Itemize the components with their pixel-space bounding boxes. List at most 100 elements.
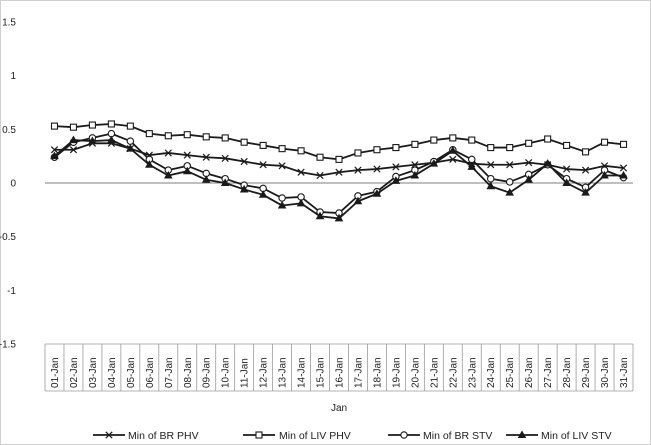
data-point	[353, 196, 363, 205]
y-tick-label: 0.5	[2, 125, 16, 136]
x-tick-label: 28-Jan	[562, 357, 573, 388]
data-point	[372, 189, 382, 197]
legend-item: Min of BR PHV	[93, 430, 199, 442]
legend-label: Min of LIV PHV	[279, 430, 351, 442]
x-axis-title: Jan	[331, 403, 347, 414]
data-point	[239, 184, 249, 193]
x-tick-label: 19-Jan	[391, 357, 402, 388]
data-point	[240, 138, 248, 146]
legend-item: Min of BR STV	[388, 430, 492, 442]
series-layer	[50, 120, 628, 222]
legend-marker	[400, 431, 408, 439]
data-point	[600, 138, 609, 146]
data-point	[410, 170, 420, 179]
data-point	[107, 120, 115, 128]
series-2	[50, 120, 628, 163]
data-point	[600, 170, 609, 179]
data-point	[88, 136, 97, 145]
x-tick-label: 27-Jan	[543, 357, 554, 388]
data-point	[392, 144, 400, 152]
x-tick-label: 20-Jan	[410, 357, 421, 388]
data-point	[277, 200, 287, 209]
data-point	[354, 149, 362, 157]
x-axis: 01-Jan 02-Jan 03-Jan 04-Jan 05-Jan 06-Jan 07-J…	[44, 182, 634, 392]
data-point	[430, 136, 438, 144]
legend-marker	[255, 431, 263, 439]
data-point	[525, 139, 533, 147]
data-point	[334, 213, 344, 222]
data-point	[50, 146, 59, 154]
data-point	[354, 166, 362, 174]
data-point	[335, 155, 343, 163]
x-tick-label: 22-Jan	[448, 357, 459, 388]
x-tick-label: 08-Jan	[183, 357, 194, 388]
x-tick-label: 21-Jan	[429, 357, 440, 388]
data-point	[619, 170, 628, 179]
data-point	[486, 181, 496, 190]
data-point	[278, 145, 286, 153]
data-point	[202, 153, 210, 161]
data-point	[296, 198, 306, 207]
data-point	[126, 122, 134, 130]
series-line	[54, 123, 624, 161]
x-tick-label: 30-Jan	[600, 357, 611, 388]
data-point	[506, 144, 514, 152]
data-point	[221, 134, 229, 142]
data-point	[297, 147, 305, 155]
data-point	[145, 160, 154, 168]
data-point	[487, 144, 495, 152]
x-tick-label: 09-Jan	[202, 357, 213, 388]
data-point	[258, 190, 268, 198]
x-tick-label: 25-Jan	[505, 357, 516, 388]
data-point	[315, 211, 325, 220]
x-tick-label: 13-Jan	[278, 357, 289, 388]
x-tick-label: 07-Jan	[164, 357, 175, 388]
data-point	[335, 168, 343, 176]
legend-label: Min of BR PHV	[128, 430, 199, 442]
data-point	[316, 171, 324, 180]
x-tick-label: 03-Jan	[88, 357, 99, 388]
data-point	[50, 122, 59, 130]
data-point	[278, 162, 286, 170]
data-point	[505, 188, 514, 196]
data-point	[449, 155, 457, 164]
data-point	[69, 135, 78, 144]
legend-marker	[105, 431, 113, 439]
data-point	[468, 155, 476, 164]
legend: Min of BR PHV Min of LIV PHV Min of BR STV…	[93, 430, 612, 442]
y-tick-label: -0.5	[0, 232, 16, 243]
data-point	[88, 121, 96, 129]
data-point	[220, 178, 230, 186]
data-point	[486, 174, 495, 183]
data-point	[316, 153, 324, 161]
data-point	[619, 164, 628, 172]
series-3	[50, 129, 628, 217]
series-4	[50, 135, 628, 222]
data-point	[506, 161, 514, 169]
x-tick-label: 02-Jan	[69, 357, 80, 388]
data-point	[619, 140, 628, 148]
data-point	[468, 136, 476, 144]
x-tick-label: 18-Jan	[372, 357, 383, 388]
data-point	[183, 151, 191, 159]
data-point	[411, 161, 419, 169]
series-line	[53, 132, 624, 214]
data-point	[259, 161, 267, 169]
x-tick-label: 04-Jan	[107, 357, 118, 388]
y-tick-label: -1	[7, 286, 16, 297]
legend-label: Min of BR STV	[423, 430, 492, 442]
data-point	[449, 134, 457, 142]
x-tick-label: 14-Jan	[297, 357, 308, 388]
data-point	[525, 158, 533, 167]
data-point	[524, 175, 533, 183]
data-point	[391, 176, 401, 184]
x-tick-label: 05-Jan	[126, 357, 137, 388]
data-point	[183, 131, 191, 139]
data-point	[373, 165, 381, 173]
legend-label: Min of LIV STV	[541, 430, 612, 442]
data-point	[562, 178, 571, 186]
data-point	[581, 166, 590, 174]
data-point	[201, 175, 211, 183]
data-point	[543, 159, 552, 167]
